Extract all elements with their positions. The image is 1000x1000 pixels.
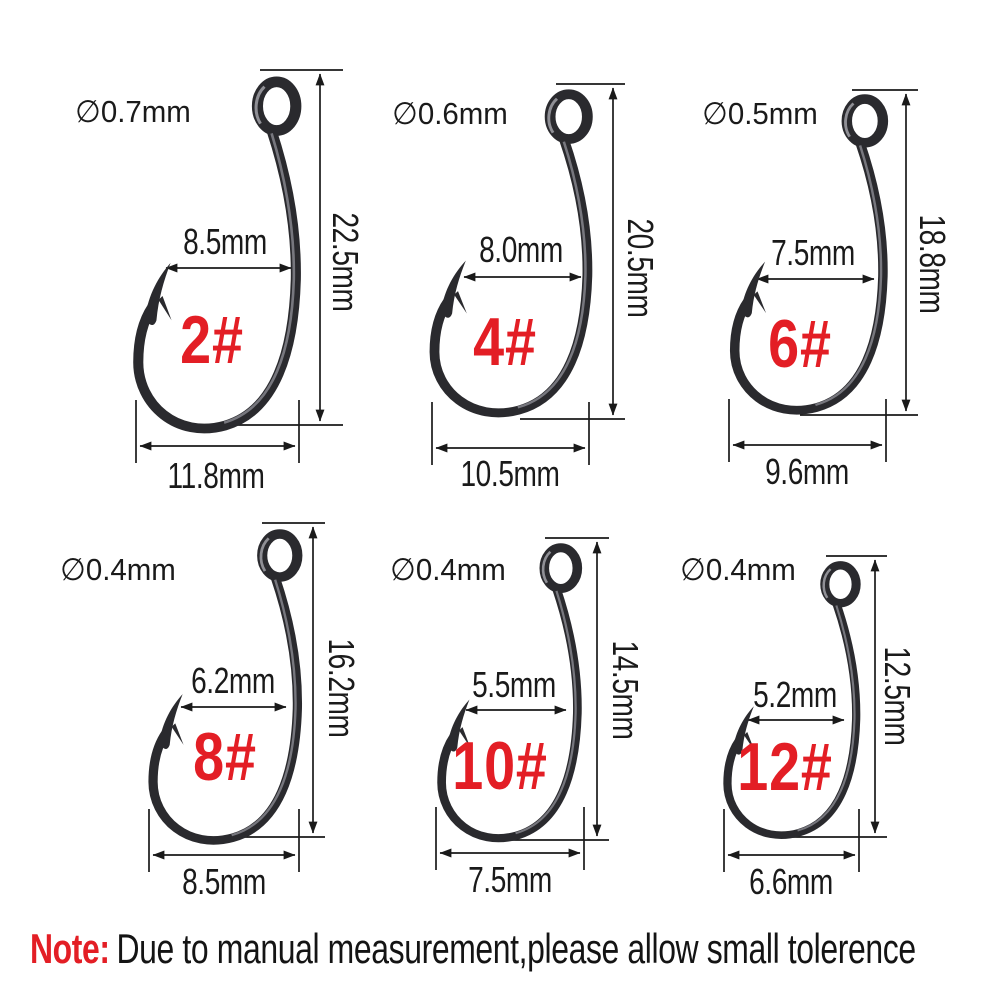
note-prefix: Note:: [30, 925, 110, 972]
total-length-label: 18.8mm: [912, 214, 953, 314]
hook-size-label: 6#: [768, 306, 832, 382]
overall-width-label: 10.5mm: [460, 453, 560, 494]
overall-width-label: 6.6mm: [749, 861, 833, 902]
total-length-label: 22.5mm: [325, 212, 366, 312]
note-text: Due to manual measurement,please allow s…: [116, 925, 917, 972]
total-length-label: 12.5mm: [877, 646, 918, 746]
hook-size-label: 10#: [452, 728, 548, 804]
hook-size-label: 4#: [473, 304, 537, 380]
overall-width-label: 11.8mm: [167, 455, 265, 496]
gap-width-label: 6.2mm: [191, 660, 275, 701]
wire-diameter-label: ∅0.7mm: [75, 94, 191, 129]
wire-diameter-label: ∅0.4mm: [390, 552, 506, 587]
wire-diameter-label: ∅0.4mm: [60, 552, 176, 587]
gap-width-label: 7.5mm: [771, 232, 855, 273]
wire-diameter-label: ∅0.4mm: [680, 552, 796, 587]
wire-diameter-label: ∅0.5mm: [702, 96, 818, 131]
hook-size-label: 8#: [193, 719, 257, 795]
overall-width-label: 9.6mm: [765, 451, 849, 492]
overall-width-label: 7.5mm: [468, 859, 552, 900]
total-length-label: 20.5mm: [620, 218, 661, 318]
gap-width-label: 8.0mm: [479, 229, 563, 270]
hook-size-label: 2#: [180, 302, 244, 378]
total-length-label: 16.2mm: [321, 638, 362, 738]
gap-width-label: 5.5mm: [472, 664, 556, 705]
wire-diameter-label: ∅0.6mm: [392, 96, 508, 131]
overall-width-label: 8.5mm: [182, 861, 266, 902]
total-length-label: 14.5mm: [605, 640, 646, 740]
hook-size-label: 12#: [737, 729, 833, 805]
gap-width-label: 8.5mm: [183, 221, 267, 262]
gap-width-label: 5.2mm: [753, 674, 837, 715]
tolerance-note: Note: Due to manual measurement,please al…: [30, 925, 916, 973]
